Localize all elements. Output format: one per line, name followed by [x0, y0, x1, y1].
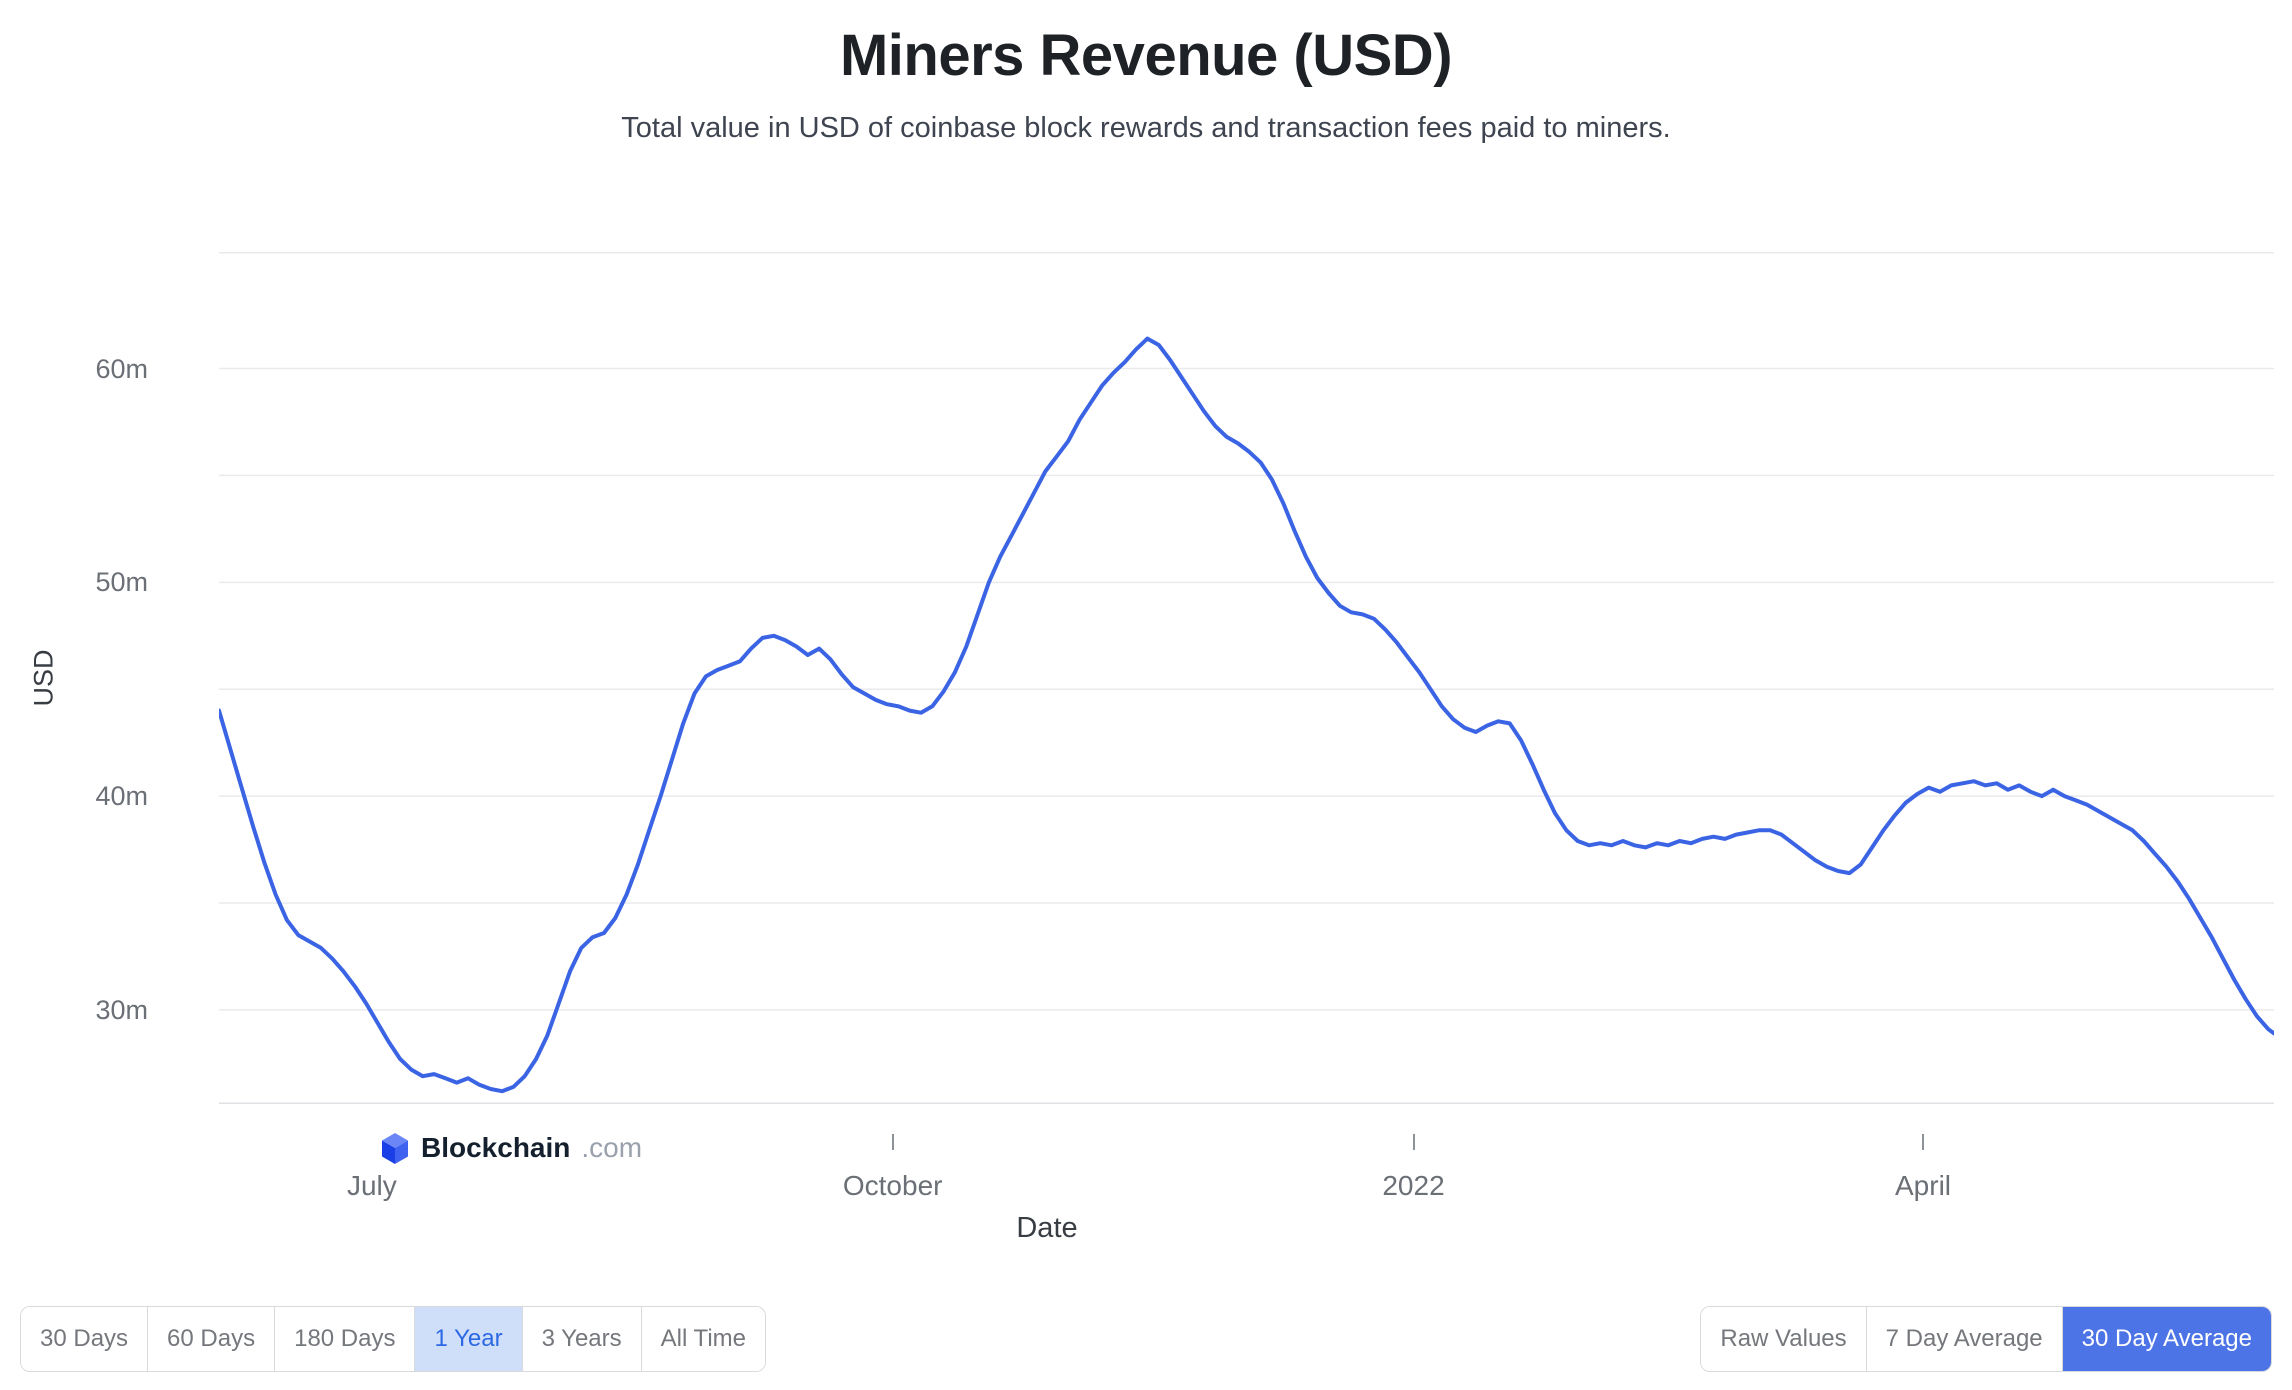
aggregation-button-group: Raw Values 7 Day Average 30 Day Average	[1700, 1306, 2272, 1372]
x-axis-tick-mark-april	[1922, 1134, 1924, 1150]
page-title: Miners Revenue (USD)	[839, 23, 1453, 88]
x-axis-label-october: October	[842, 1170, 943, 1201]
range-button-all-time[interactable]: All Time	[640, 1307, 765, 1371]
y-axis-label-60m: 60m	[95, 353, 148, 384]
y-axis-title: USD	[28, 649, 59, 707]
aggregation-button-raw-values[interactable]: Raw Values	[1701, 1307, 1866, 1371]
chart-subtitle: Total value in USD of coinbase block rew…	[621, 112, 1671, 144]
x-axis-title: Date	[1016, 1212, 1078, 1244]
range-button-group: 30 Days 60 Days 180 Days 1 Year 3 Years All T…	[20, 1306, 766, 1372]
aggregation-button-30-day-average[interactable]: 30 Day Average	[2061, 1307, 2271, 1371]
blockchain-watermark-link[interactable]: Blockchain .com	[380, 1126, 642, 1170]
x-axis-tick-mark-2022	[1412, 1134, 1415, 1150]
x-axis-label-july: July	[346, 1170, 397, 1201]
y-axis-label-30m: 30m	[95, 994, 148, 1025]
range-button-30-days[interactable]: 30 Days	[21, 1307, 148, 1371]
revenue-line	[219, 336, 2274, 1094]
watermark-brand-text: Blockchain	[421, 1132, 571, 1163]
y-axis-label-50m: 50m	[95, 567, 148, 598]
chart-plot-area	[219, 252, 2274, 1104]
range-button-60-days[interactable]: 60 Days	[147, 1307, 275, 1371]
x-axis-tick-mark-october	[891, 1134, 894, 1150]
blockchain-logo-icon	[382, 1132, 408, 1164]
range-button-1-year[interactable]: 1 Year	[414, 1307, 522, 1371]
range-button-3-years[interactable]: 3 Years	[521, 1307, 641, 1371]
watermark-suffix-text: .com	[581, 1132, 643, 1163]
aggregation-button-7-day-average[interactable]: 7 Day Average	[1865, 1307, 2062, 1371]
x-axis-label-2022: 2022	[1382, 1170, 1445, 1201]
chart-controls: 30 Days 60 Days 180 Days 1 Year 3 Years All T…	[0, 1306, 2292, 1372]
y-axis-label-40m: 40m	[95, 781, 148, 812]
x-axis-label-april: April	[1894, 1170, 1952, 1201]
range-button-180-days[interactable]: 180 Days	[274, 1307, 415, 1371]
miners-revenue-chart	[219, 252, 2274, 1104]
